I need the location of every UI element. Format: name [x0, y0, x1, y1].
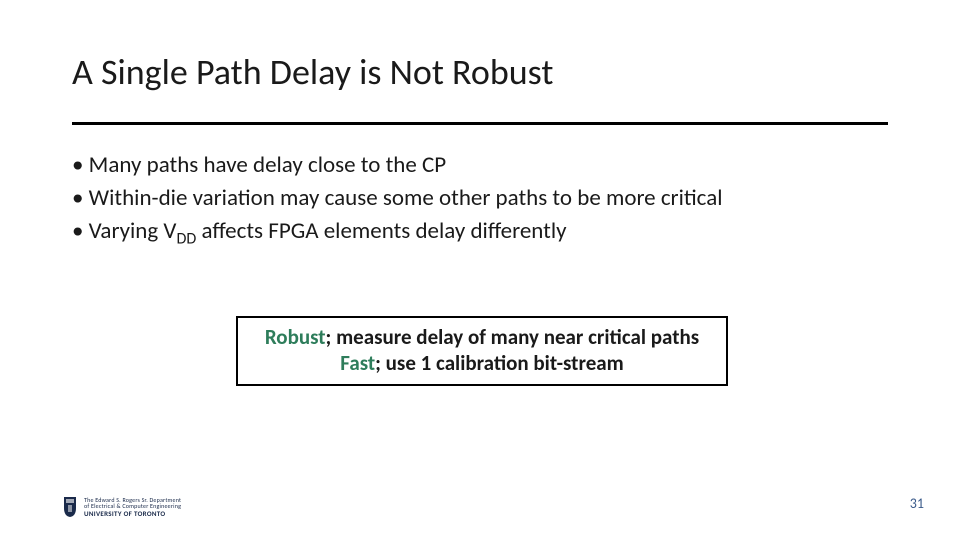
callout-keyword: Robust	[265, 324, 326, 350]
crest-icon	[62, 496, 78, 518]
slide-title: A Single Path Delay is Not Robust	[72, 50, 553, 94]
footer-logo-text: The Edward S. Rogers Sr. Department of E…	[84, 497, 181, 517]
callout-keyword: Fast	[340, 350, 375, 376]
title-underline	[72, 122, 888, 125]
bullet-text-after: affects FPGA elements delay differently	[196, 217, 566, 245]
callout-rest: ; use 1 calibration bit-stream	[375, 350, 624, 376]
bullet-list: Many paths have delay close to the CP Wi…	[72, 150, 892, 249]
bullet-text-before: Varying V	[89, 217, 177, 245]
footer-line-3: UNIVERSITY OF TORONTO	[84, 510, 181, 517]
bullet-item: Many paths have delay close to the CP	[72, 150, 892, 181]
slide: A Single Path Delay is Not Robust Many p…	[0, 0, 960, 540]
subscript-dd: DD	[176, 230, 196, 249]
bullet-item: Varying VDD affects FPGA elements delay …	[72, 216, 892, 247]
footer-logo: The Edward S. Rogers Sr. Department of E…	[62, 496, 181, 518]
callout-box: Robust; measure delay of many near criti…	[236, 316, 728, 386]
page-number: 31	[910, 495, 924, 512]
callout-line-2: Fast; use 1 calibration bit-stream	[248, 350, 716, 376]
callout-line-1: Robust; measure delay of many near criti…	[248, 324, 716, 350]
bullet-item: Within-die variation may cause some othe…	[72, 183, 892, 214]
callout-rest: ; measure delay of many near critical pa…	[326, 324, 700, 350]
